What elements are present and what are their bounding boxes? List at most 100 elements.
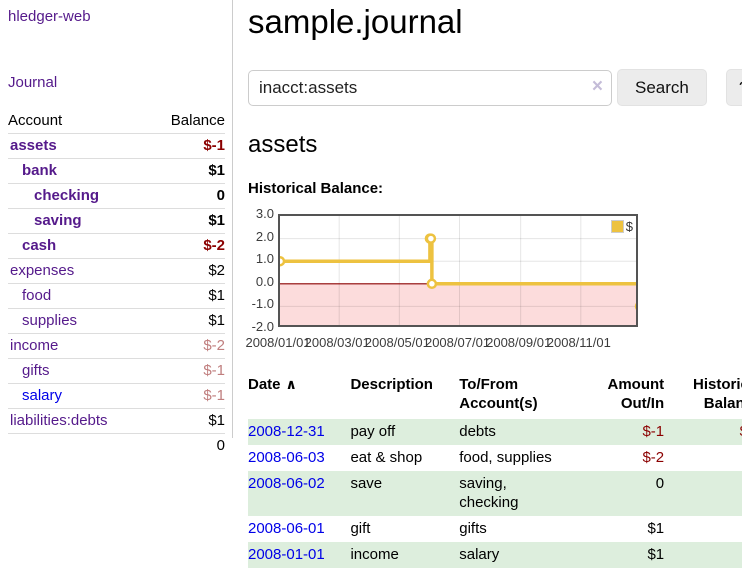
search-form: × Search ?: [248, 69, 742, 106]
sidebar-account-link[interactable]: gifts: [22, 362, 50, 379]
sidebar-account-balance: $1: [148, 283, 225, 309]
sidebar-account-balance: 0: [148, 183, 225, 209]
sidebar-total-balance: 0: [148, 433, 225, 458]
x-axis-tick-label: 2008/11/01: [546, 335, 611, 350]
register-column-header: Description: [350, 376, 433, 393]
transaction-amount: 0: [655, 475, 665, 492]
sidebar-account-row: expenses $2: [8, 258, 225, 284]
sidebar-item-journal[interactable]: Journal: [8, 74, 58, 91]
transaction-accounts: food, supplies: [459, 449, 552, 466]
transaction-amount: $-2: [642, 449, 665, 466]
register-row: 2008-06-02 save saving,checking 0$2: [248, 471, 742, 516]
account-heading: assets: [248, 131, 318, 158]
sidebar-account-row: liabilities:debts $1: [8, 408, 225, 434]
sidebar-account-link[interactable]: bank: [22, 162, 58, 179]
transaction-balance: $-1: [664, 419, 742, 445]
transaction-description: income: [350, 546, 399, 563]
search-button[interactable]: Search: [617, 69, 707, 106]
sidebar-account-link[interactable]: saving: [34, 212, 82, 229]
register-row: 2008-06-03 eat & shop food, supplies $-20: [248, 445, 742, 471]
register-column-header[interactable]: Date ∧: [248, 376, 297, 393]
x-axis-tick-label: 2008/09/01: [486, 335, 552, 350]
historical-balance-chart: $ 3.0 2.0 1.0 0.0 -1.0 -2.0 2008/01/01 2008/03…: [245, 206, 644, 351]
chart-legend: $: [610, 219, 633, 234]
main-content: sample.journal × Search ? assets Histori…: [233, 0, 742, 582]
sidebar-account-link[interactable]: checking: [34, 187, 100, 204]
sidebar-account-row: saving $1: [8, 208, 225, 234]
search-input[interactable]: [248, 69, 612, 106]
clear-search-icon[interactable]: ×: [591, 75, 603, 97]
sidebar-account-link[interactable]: income: [10, 337, 59, 354]
transaction-date-link[interactable]: 2008-06-03: [248, 449, 325, 466]
transaction-accounts: salary: [459, 546, 500, 563]
sidebar-account-row: supplies $1: [8, 308, 225, 334]
transaction-date-link[interactable]: 2008-12-31: [248, 423, 325, 440]
y-axis-tick-label: 1.0: [255, 251, 274, 267]
transaction-date-link[interactable]: 2008-06-01: [248, 520, 325, 537]
legend-label: $: [625, 219, 633, 234]
y-axis-tick-label: 3.0: [255, 206, 274, 221]
transaction-amount: $1: [647, 546, 665, 563]
sidebar-account-row: salary $-1: [8, 383, 225, 409]
y-axis-tick-label: -1.0: [251, 296, 274, 312]
transaction-amount: $-1: [642, 423, 665, 440]
sidebar-account-link[interactable]: expenses: [10, 262, 75, 279]
chart-canvas: [280, 216, 636, 325]
sidebar-account-balance: $-2: [148, 233, 225, 259]
sidebar-account-balance: $1: [148, 408, 225, 434]
x-axis-tick-label: 2008/03/01: [304, 335, 370, 350]
sidebar-account-link[interactable]: supplies: [22, 312, 78, 329]
transaction-amount: $1: [647, 520, 665, 537]
sidebar-account-row: cash $-2: [8, 233, 225, 259]
account-column-header: Account: [8, 109, 149, 134]
sidebar-account-link[interactable]: food: [22, 287, 52, 304]
search-input-wrap: ×: [248, 69, 612, 106]
transaction-description: pay off: [350, 423, 396, 440]
transaction-description: gift: [350, 520, 371, 537]
transaction-balance: $1: [664, 542, 742, 568]
sidebar-account-link[interactable]: cash: [22, 237, 57, 254]
sidebar-account-row: checking 0: [8, 183, 225, 209]
sidebar-account-balance: $-2: [148, 333, 225, 359]
page-title: sample.journal: [248, 3, 463, 40]
sidebar-account-balance: $1: [148, 158, 225, 184]
sidebar-account-link[interactable]: assets: [10, 137, 57, 154]
x-axis-tick-label: 2008/07/01: [424, 335, 491, 350]
sidebar-account-balance: $-1: [148, 383, 225, 409]
transaction-date-link[interactable]: 2008-01-01: [248, 546, 325, 563]
sidebar-accounts-header-row: Account Balance: [8, 109, 225, 134]
sidebar-account-balance: $-1: [148, 358, 225, 384]
sidebar-account-balance: $1: [148, 208, 225, 234]
transaction-balance: 0: [664, 445, 742, 471]
chart-title: Historical Balance:: [248, 180, 384, 197]
sidebar-account-row: income $-2: [8, 333, 225, 359]
y-axis-tick-label: 2.0: [255, 228, 274, 244]
sidebar-account-link[interactable]: liabilities:debts: [10, 412, 108, 429]
register-table: Date ∧ Description To/From Account(s) Amount O…: [248, 373, 742, 568]
x-axis-tick-label: 2008/05/01: [364, 335, 430, 350]
sidebar-account-link[interactable]: salary: [22, 387, 63, 404]
sidebar-account-rows: assets $-1 bank $1 checking 0 saving $1 cash $-2 e…: [8, 133, 225, 434]
sidebar-account-row: bank $1: [8, 158, 225, 184]
register-column-header: Amount Out/In: [607, 376, 665, 412]
register-row: 2008-06-01 gift gifts $1$2: [248, 516, 742, 542]
brand-link[interactable]: hledger-web: [8, 8, 91, 25]
sidebar-account-balance: $2: [148, 258, 225, 284]
transaction-balance: $2: [664, 471, 742, 516]
sidebar-total-row: 0: [8, 433, 225, 458]
transaction-accounts: saving, checking: [459, 475, 519, 511]
transaction-date-link[interactable]: 2008-06-02: [248, 475, 325, 492]
sidebar: hledger-web Journal Account Balance asse…: [0, 0, 233, 582]
y-axis-tick-label: 0.0: [255, 273, 274, 289]
sidebar-account-row: food $1: [8, 283, 225, 309]
transaction-accounts: gifts: [459, 520, 487, 537]
transaction-accounts: debts: [459, 423, 496, 440]
register-column-header: To/From Account(s): [459, 376, 538, 412]
help-button[interactable]: ?: [725, 69, 742, 106]
chart-plot-area: $: [278, 214, 638, 327]
register-header-row: Date ∧ Description To/From Account(s) Amount O…: [248, 373, 742, 419]
transaction-description: save: [350, 475, 383, 492]
register-row: 2008-12-31 pay off debts $-1$-1: [248, 419, 742, 445]
x-axis-tick-label: 2008/01/01: [245, 335, 311, 350]
